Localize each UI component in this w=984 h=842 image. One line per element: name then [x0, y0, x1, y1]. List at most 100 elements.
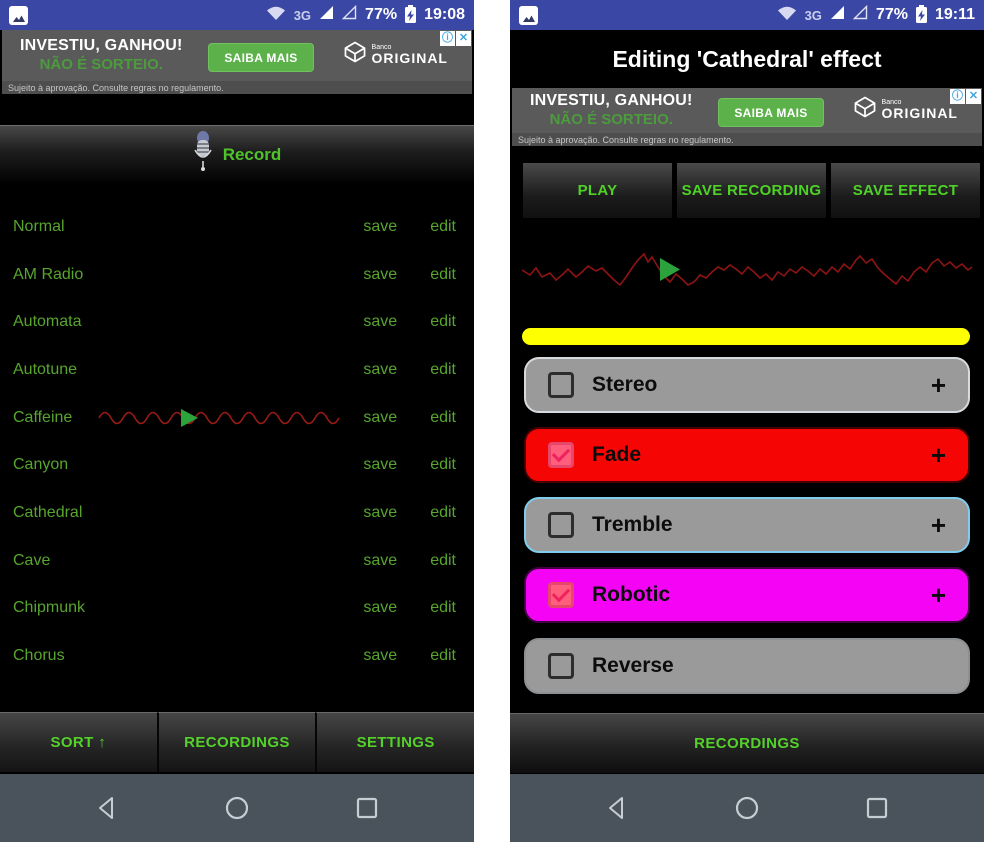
ad-brand-small: Banco — [881, 99, 902, 106]
footer-button-bar: SORT ↑ RECORDINGS SETTINGS — [0, 712, 474, 772]
ad-cta-button[interactable]: SAIBA MAIS — [718, 98, 824, 127]
effect-checkbox[interactable] — [548, 512, 574, 538]
toggle-card-fade[interactable]: Fade + — [524, 427, 970, 483]
effect-edit-link[interactable]: edit — [430, 456, 456, 474]
effect-edit-link[interactable]: edit — [430, 265, 456, 283]
play-button[interactable]: PLAY — [523, 163, 672, 218]
expand-plus-icon[interactable]: + — [930, 580, 946, 610]
nav-back-icon[interactable] — [603, 794, 631, 822]
record-button[interactable]: Record — [0, 125, 474, 183]
effect-edit-link[interactable]: edit — [430, 408, 456, 426]
nav-recents-icon[interactable] — [353, 794, 381, 822]
effect-save-link[interactable]: save — [363, 265, 398, 283]
effect-save-link[interactable]: save — [363, 551, 398, 569]
play-icon — [660, 258, 680, 281]
playback-progress-bar[interactable] — [522, 328, 970, 345]
effect-save-link[interactable]: save — [363, 647, 398, 665]
effect-row-cave[interactable]: Cave save edit — [0, 537, 474, 585]
ad-banner[interactable]: INVESTIU, GANHOU! NÃO É SORTEIO. SAIBA M… — [2, 30, 472, 94]
ad-brand-small: Banco — [371, 44, 392, 51]
effect-name[interactable]: Chorus — [13, 647, 65, 665]
ad-brand-logo: Banco ORIGINAL — [342, 39, 448, 70]
toggle-card-robotic[interactable]: Robotic + — [524, 567, 970, 623]
effect-edit-link[interactable]: edit — [430, 647, 456, 665]
ad-close-icon[interactable]: ✕ — [966, 89, 981, 104]
expand-plus-icon[interactable]: + — [930, 510, 946, 540]
effect-checkbox[interactable] — [548, 653, 574, 679]
effect-row-chipmunk[interactable]: Chipmunk save edit — [0, 585, 474, 633]
clock: 19:11 — [934, 6, 975, 23]
nav-home-icon[interactable] — [223, 794, 251, 822]
action-button-row: PLAY SAVE RECORDING SAVE EFFECT — [523, 163, 980, 218]
left-phone-screen: 3G 77% 19:08 INVESTIU, GANHOU! NÃO É SOR… — [0, 0, 474, 842]
status-bar: 3G 77% 19:11 — [510, 0, 984, 30]
ad-headline-block: INVESTIU, GANHOU! NÃO É SORTEIO. — [20, 37, 183, 73]
recordings-button[interactable]: RECORDINGS — [156, 712, 316, 772]
nav-recents-icon[interactable] — [863, 794, 891, 822]
battery-icon — [915, 5, 927, 23]
effect-row-canyon[interactable]: Canyon save edit — [0, 441, 474, 489]
toggle-card-stereo[interactable]: Stereo + — [524, 357, 970, 413]
effect-name[interactable]: Autotune — [13, 360, 78, 378]
ad-brand-big: ORIGINAL — [881, 105, 958, 121]
status-bar: 3G 77% 19:08 — [0, 0, 474, 30]
toggle-card-reverse[interactable]: Reverse — [524, 638, 970, 694]
effect-row-autotune[interactable]: Autotune save edit — [0, 346, 474, 394]
nav-home-icon[interactable] — [733, 794, 761, 822]
nav-back-icon[interactable] — [93, 794, 121, 822]
ad-info-icon[interactable]: ⓘ — [440, 31, 455, 46]
effect-row-cathedral[interactable]: Cathedral save edit — [0, 489, 474, 537]
effect-row-normal[interactable]: Normal save edit — [0, 203, 474, 251]
effect-name[interactable]: Caffeine — [13, 408, 73, 426]
ad-disclaimer: Sujeito à aprovação. Consulte regras no … — [512, 133, 982, 146]
effect-row-caffeine[interactable]: Caffeine save edit — [0, 394, 474, 442]
effect-checkbox[interactable] — [548, 372, 574, 398]
effect-name[interactable]: Chipmunk — [13, 599, 86, 617]
effect-checkbox[interactable] — [548, 442, 574, 468]
effect-row-automata[interactable]: Automata save edit — [0, 298, 474, 346]
effect-checkbox[interactable] — [548, 582, 574, 608]
effect-name[interactable]: Cave — [13, 551, 51, 569]
expand-plus-icon[interactable]: + — [930, 440, 946, 470]
effect-edit-link[interactable]: edit — [430, 599, 456, 617]
ad-subheadline: NÃO É SORTEIO. — [39, 56, 163, 73]
recordings-button[interactable]: RECORDINGS — [510, 713, 984, 773]
audio-waveform[interactable] — [510, 218, 984, 325]
save-recording-button[interactable]: SAVE RECORDING — [677, 163, 826, 218]
effect-edit-link[interactable]: edit — [430, 360, 456, 378]
save-effect-button[interactable]: SAVE EFFECT — [831, 163, 980, 218]
effect-save-link[interactable]: save — [363, 503, 398, 521]
android-nav-bar — [0, 774, 474, 842]
effect-name[interactable]: Automata — [13, 313, 82, 331]
effect-edit-link[interactable]: edit — [430, 217, 456, 235]
effect-row-am-radio[interactable]: AM Radio save edit — [0, 251, 474, 299]
toggle-label: Stereo — [592, 373, 658, 396]
sort-button[interactable]: SORT ↑ — [0, 712, 157, 772]
effect-save-link[interactable]: save — [363, 456, 398, 474]
ad-close-icon[interactable]: ✕ — [456, 31, 471, 46]
toggle-card-tremble[interactable]: Tremble + — [524, 497, 970, 553]
effect-name[interactable]: Cathedral — [13, 503, 83, 521]
effect-edit-link[interactable]: edit — [430, 503, 456, 521]
effect-name[interactable]: Canyon — [13, 456, 69, 474]
effect-save-link[interactable]: save — [363, 360, 398, 378]
signal-secondary-icon — [341, 4, 357, 25]
effect-name[interactable]: AM Radio — [13, 265, 84, 283]
wifi-icon — [777, 5, 797, 26]
effect-save-link[interactable]: save — [363, 313, 398, 331]
playing-waveform[interactable] — [97, 405, 342, 431]
effect-name[interactable]: Normal — [13, 217, 65, 235]
ad-info-icon[interactable]: ⓘ — [950, 89, 965, 104]
ad-banner[interactable]: INVESTIU, GANHOU! NÃO É SORTEIO. SAIBA M… — [512, 88, 982, 146]
effect-list: Normal save edit AM Radio save edit Auto… — [0, 203, 474, 680]
effect-save-link[interactable]: save — [363, 599, 398, 617]
effect-edit-link[interactable]: edit — [430, 551, 456, 569]
effect-row-chorus[interactable]: Chorus save edit — [0, 632, 474, 680]
ad-cta-button[interactable]: SAIBA MAIS — [208, 43, 314, 72]
effect-save-link[interactable]: save — [363, 217, 398, 235]
effect-save-link[interactable]: save — [363, 408, 398, 426]
effect-edit-link[interactable]: edit — [430, 313, 456, 331]
expand-plus-icon[interactable]: + — [930, 370, 946, 400]
settings-button[interactable]: SETTINGS — [315, 712, 474, 772]
